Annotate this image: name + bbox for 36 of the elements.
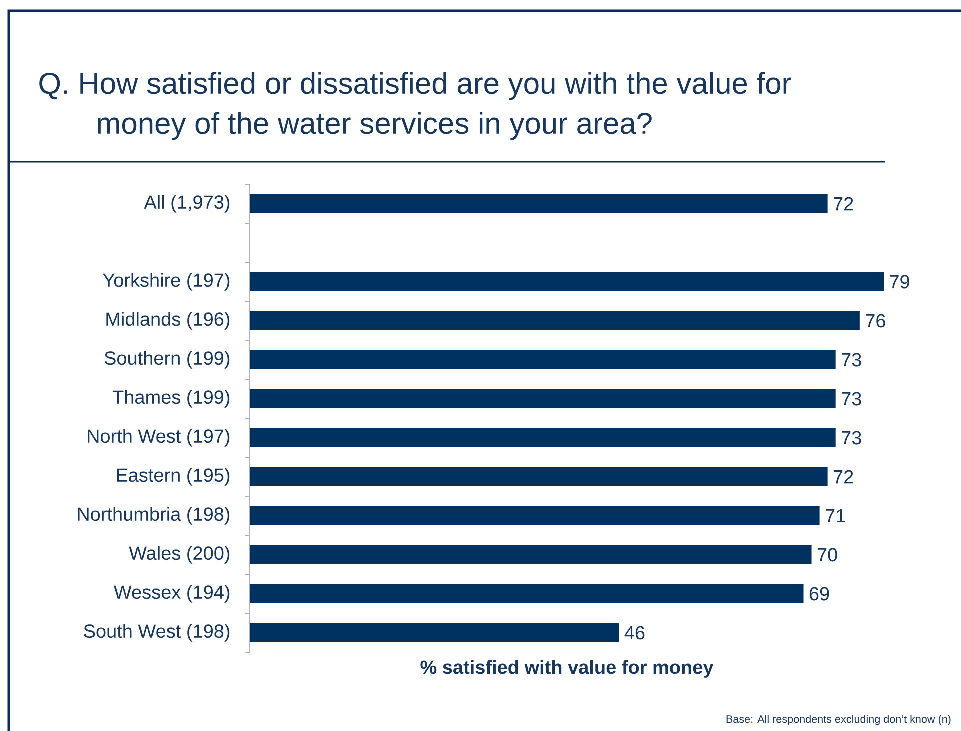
bar: [250, 194, 828, 214]
bar: [250, 584, 804, 604]
data-label: 76: [866, 314, 886, 328]
y-tick-label: Southern (199): [104, 351, 230, 369]
data-label: 73: [842, 431, 862, 445]
bar: [250, 390, 836, 408]
x-axis-title: % satisfied with value for money: [420, 660, 714, 678]
text: Base: All respondents excluding don’t know (n): [726, 715, 951, 726]
data-label: 79: [890, 275, 910, 289]
data-label: 46: [624, 626, 645, 640]
bar: [250, 428, 836, 448]
bar: [250, 272, 884, 292]
data-label: 69: [810, 587, 830, 601]
data-label: 73: [842, 392, 862, 406]
chart-title: Q. How satisfied or dissatisfied are you with the value for money of the water services in your area?: [40, 72, 792, 140]
y-tick-label: Northumbria (198): [78, 507, 230, 525]
bar: [250, 506, 820, 526]
y-tick-label: Thames (199): [112, 390, 230, 408]
data-label: 72: [834, 470, 854, 484]
data-label: 73: [842, 353, 862, 367]
y-tick-label: North West (197): [88, 429, 230, 447]
bar: [250, 624, 620, 643]
data-label: 71: [826, 509, 846, 523]
y-tick-label: All (1,973): [144, 195, 230, 213]
bar: [250, 546, 812, 565]
y-tick-label: Wales (200): [129, 546, 230, 564]
y-tick-label: South West (198): [84, 624, 230, 642]
bar: [250, 468, 828, 486]
y-tick-label: Eastern (195): [117, 468, 230, 486]
bar: [250, 350, 836, 370]
data-label: 70: [818, 548, 838, 562]
y-tick-label: Midlands (196): [106, 312, 230, 330]
bar: [250, 312, 860, 330]
y-tick-label: Wessex (194): [114, 585, 230, 603]
data-label: 72: [834, 197, 854, 211]
y-tick-label: Yorkshire (197): [103, 273, 230, 291]
